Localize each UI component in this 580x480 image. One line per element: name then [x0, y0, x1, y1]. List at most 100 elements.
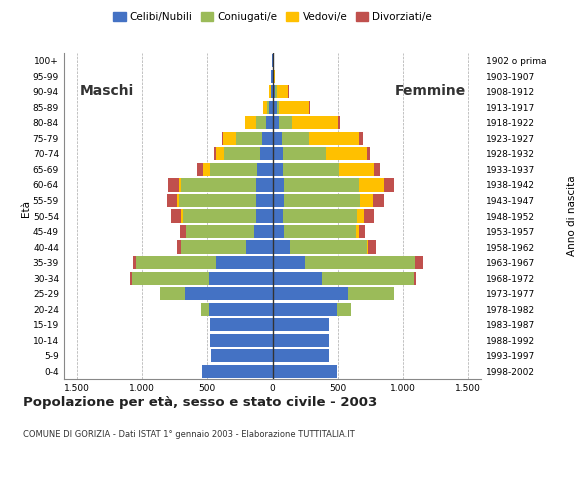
- Bar: [356, 225, 358, 238]
- Bar: [273, 163, 283, 176]
- Bar: [273, 85, 275, 98]
- Bar: [245, 116, 256, 129]
- Bar: [177, 194, 179, 207]
- Bar: [167, 194, 177, 207]
- Bar: [338, 116, 340, 129]
- Bar: [284, 225, 356, 238]
- Bar: [180, 225, 186, 238]
- Bar: [179, 194, 256, 207]
- Bar: [273, 318, 329, 331]
- Bar: [133, 256, 136, 269]
- Bar: [289, 240, 367, 254]
- Bar: [171, 209, 181, 223]
- Bar: [271, 85, 273, 98]
- Text: Femmine: Femmine: [394, 84, 466, 98]
- Bar: [210, 318, 273, 331]
- Bar: [273, 349, 329, 362]
- Bar: [368, 240, 376, 254]
- Bar: [209, 272, 273, 285]
- Bar: [283, 147, 326, 160]
- Bar: [204, 163, 210, 176]
- Bar: [216, 256, 273, 269]
- Bar: [273, 194, 284, 207]
- Bar: [254, 225, 273, 238]
- Bar: [305, 256, 415, 269]
- Bar: [283, 163, 339, 176]
- Bar: [201, 303, 209, 316]
- Bar: [185, 287, 273, 300]
- Bar: [209, 303, 273, 316]
- Bar: [364, 209, 375, 223]
- Bar: [186, 225, 254, 238]
- Bar: [277, 101, 279, 114]
- Text: Età: Età: [21, 200, 31, 217]
- Text: Popolazione per età, sesso e stato civile - 2003: Popolazione per età, sesso e stato civil…: [23, 396, 378, 409]
- Text: Anno di nascita: Anno di nascita: [567, 176, 577, 256]
- Bar: [279, 101, 309, 114]
- Bar: [160, 287, 185, 300]
- Bar: [375, 163, 379, 176]
- Bar: [360, 194, 373, 207]
- Bar: [273, 178, 284, 192]
- Bar: [336, 303, 351, 316]
- Bar: [292, 116, 338, 129]
- Bar: [130, 272, 132, 285]
- Bar: [257, 163, 273, 176]
- Bar: [288, 85, 289, 98]
- Bar: [256, 194, 273, 207]
- Bar: [262, 132, 273, 145]
- Bar: [269, 85, 271, 98]
- Bar: [357, 209, 364, 223]
- Bar: [272, 54, 273, 67]
- Bar: [348, 287, 394, 300]
- Bar: [273, 256, 305, 269]
- Bar: [214, 147, 216, 160]
- Bar: [236, 132, 262, 145]
- Bar: [273, 132, 282, 145]
- Bar: [309, 101, 310, 114]
- Bar: [284, 194, 360, 207]
- Bar: [284, 178, 358, 192]
- Bar: [273, 365, 336, 378]
- Bar: [132, 272, 209, 285]
- Bar: [210, 163, 257, 176]
- Bar: [181, 240, 246, 254]
- Bar: [358, 178, 383, 192]
- Bar: [273, 272, 322, 285]
- Bar: [273, 101, 277, 114]
- Bar: [309, 132, 358, 145]
- Bar: [273, 147, 283, 160]
- Bar: [256, 178, 273, 192]
- Bar: [223, 132, 236, 145]
- Bar: [273, 334, 329, 347]
- Bar: [273, 240, 289, 254]
- Legend: Celibi/Nubili, Coniugati/e, Vedovi/e, Divorziati/e: Celibi/Nubili, Coniugati/e, Vedovi/e, Di…: [109, 8, 436, 26]
- Bar: [322, 272, 414, 285]
- Bar: [256, 116, 266, 129]
- Bar: [358, 132, 362, 145]
- Bar: [197, 163, 204, 176]
- Bar: [274, 70, 275, 83]
- Bar: [179, 178, 181, 192]
- Bar: [275, 85, 277, 98]
- Bar: [415, 256, 423, 269]
- Bar: [136, 256, 216, 269]
- Bar: [181, 209, 183, 223]
- Bar: [202, 365, 273, 378]
- Bar: [277, 85, 288, 98]
- Bar: [367, 147, 371, 160]
- Bar: [269, 101, 273, 114]
- Bar: [181, 178, 256, 192]
- Bar: [373, 194, 383, 207]
- Bar: [273, 303, 336, 316]
- Bar: [168, 178, 179, 192]
- Bar: [271, 70, 273, 83]
- Bar: [224, 147, 259, 160]
- Bar: [210, 334, 273, 347]
- Bar: [273, 70, 274, 83]
- Bar: [177, 240, 181, 254]
- Bar: [222, 132, 223, 145]
- Bar: [326, 147, 367, 160]
- Bar: [263, 101, 267, 114]
- Bar: [283, 209, 357, 223]
